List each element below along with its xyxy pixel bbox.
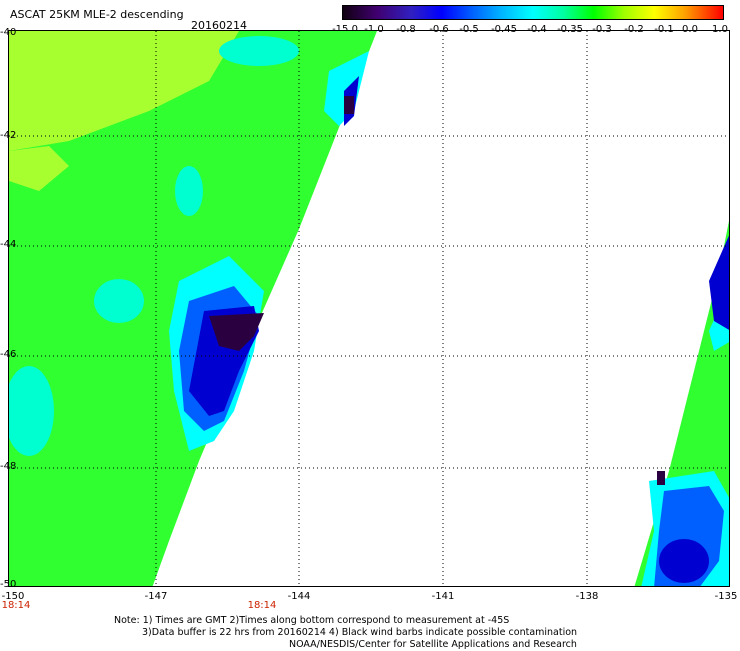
latitude-label: -48	[0, 461, 17, 472]
longitude-label: -135	[714, 591, 738, 602]
colorbar-label: -1.0	[364, 24, 384, 35]
colorbar-label: -0.5	[459, 24, 479, 35]
colorbar-label: -0.6	[429, 24, 449, 35]
longitude-label: -141	[431, 591, 455, 602]
latitude-label: -44	[0, 239, 17, 250]
colorbar-label: 1.0	[712, 24, 728, 35]
left-swath	[9, 31, 377, 586]
right-swath	[634, 221, 729, 586]
longitude-label: -147	[144, 591, 168, 602]
swath-fill-lime	[9, 31, 239, 151]
swath-patch-aqua	[94, 279, 144, 323]
swath-patch-dark	[344, 96, 354, 114]
colorbar-label: -0.4	[527, 24, 547, 35]
time-label: 18:14	[247, 600, 277, 611]
map-date: 20160214	[191, 19, 247, 32]
colorbar-label: -0.2	[624, 24, 644, 35]
colorbar	[342, 5, 724, 20]
swath-patch-aqua	[9, 366, 54, 456]
map-panel	[8, 30, 730, 587]
swath-patch-navy	[659, 539, 709, 583]
map-canvas	[9, 31, 729, 586]
colorbar-label: -0.45	[491, 24, 517, 35]
colorbar-label: -0.8	[396, 24, 416, 35]
colorbar-label: -0.35	[557, 24, 583, 35]
swath-patch-aqua	[175, 166, 203, 216]
colorbar-label: -15.0	[332, 24, 358, 35]
latitude-label: -42	[0, 130, 17, 141]
note-line: 3)Data buffer is 22 hrs from 20160214 4)…	[142, 627, 578, 638]
latitude-label: -40	[0, 27, 17, 38]
note-line: NOAA/NESDIS/Center for Satellite Applica…	[289, 639, 577, 650]
swath-patch-dark	[657, 471, 665, 485]
swath-patch-dark	[209, 313, 264, 351]
colorbar-label: -0.1	[654, 24, 674, 35]
longitude-label: -150	[1, 591, 25, 602]
swath-fill-lime	[9, 146, 69, 191]
latitude-label: -46	[0, 349, 17, 360]
note-line: Note: 1) Times are GMT 2)Times along bot…	[114, 615, 510, 626]
longitude-label: -138	[575, 591, 599, 602]
map-title: ASCAT 25KM MLE-2 descending	[10, 8, 184, 21]
colorbar-labels: -15.0 -1.0 -0.8 -0.6 -0.5 -0.45 -0.4 -0.…	[330, 24, 740, 36]
colorbar-label: 0.0	[682, 24, 698, 35]
time-label: 18:14	[1, 600, 31, 611]
swath-patch-aqua	[219, 36, 299, 66]
longitude-label: -144	[287, 591, 311, 602]
colorbar-label: -0.3	[592, 24, 612, 35]
latitude-label: -50	[0, 579, 17, 590]
graticule	[9, 31, 729, 586]
swath-patch-navy	[709, 235, 729, 330]
